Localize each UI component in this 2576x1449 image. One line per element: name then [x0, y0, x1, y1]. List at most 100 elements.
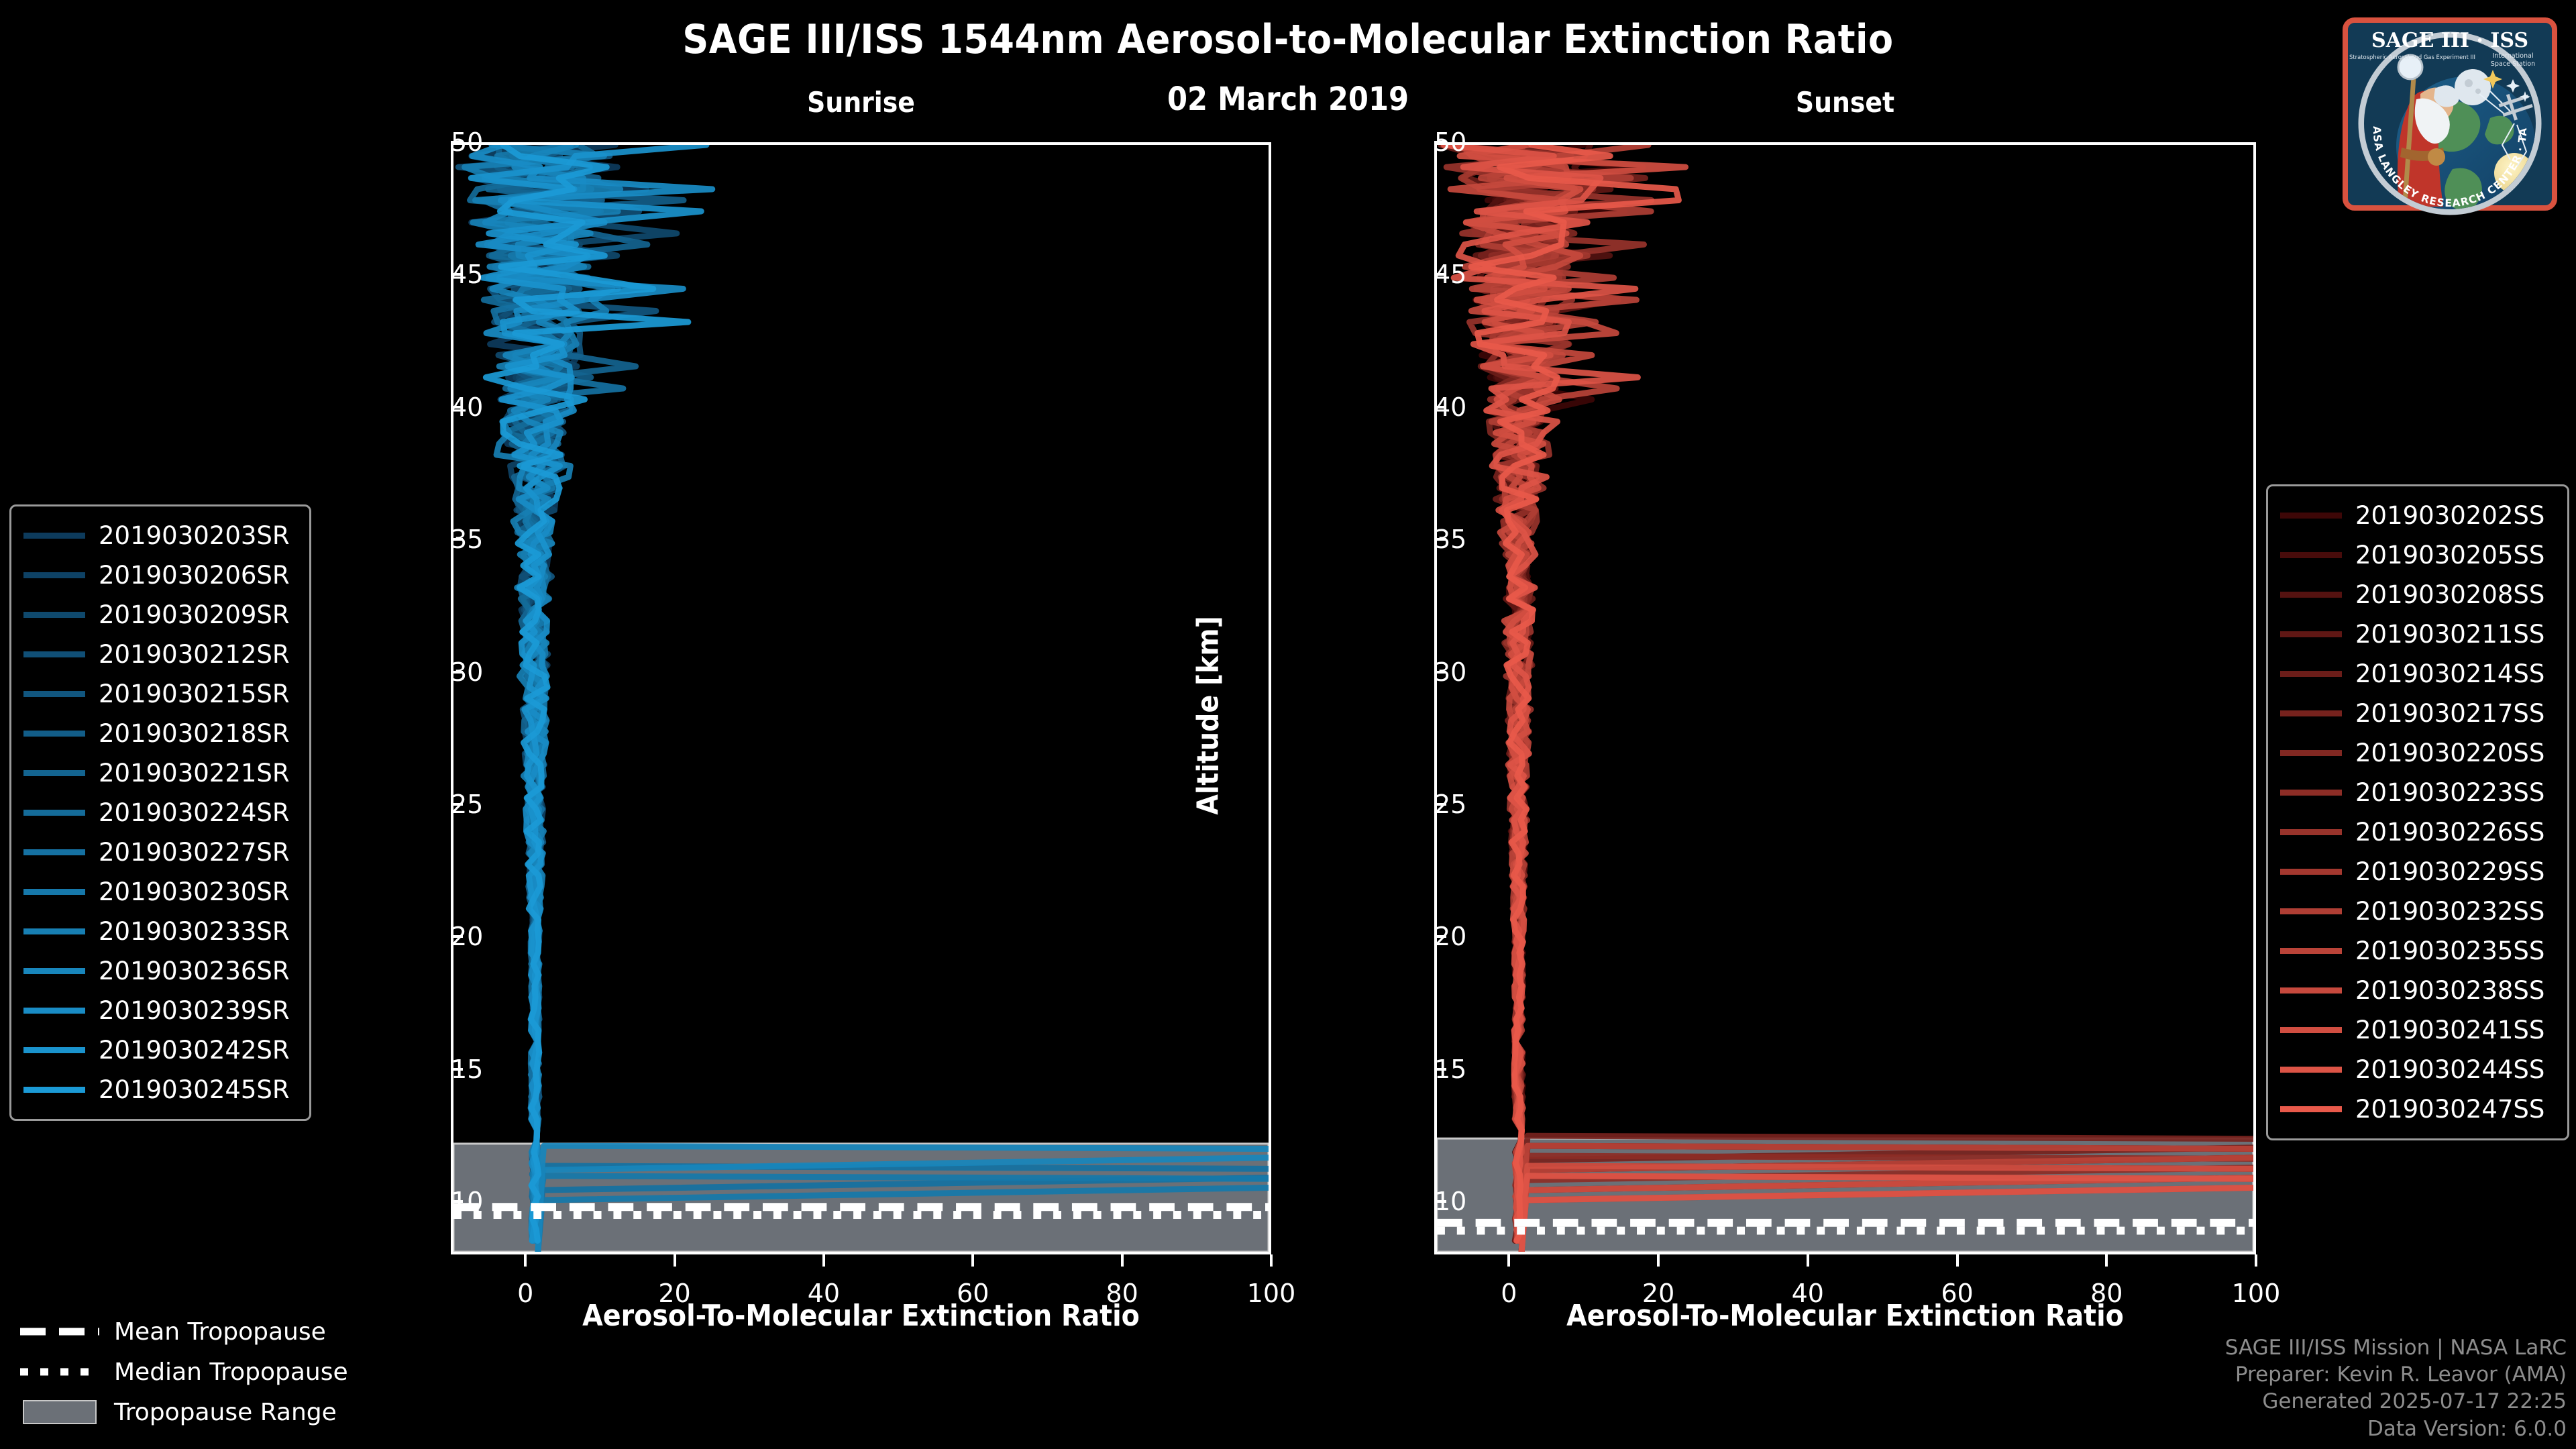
- credit-mission: SAGE III/ISS Mission | NASA LaRC: [2224, 1335, 2567, 1360]
- legend-item[interactable]: 2019030236SR: [23, 951, 297, 991]
- legend-item[interactable]: 2019030241SS: [2280, 1010, 2555, 1050]
- ytick-mark: [451, 1067, 463, 1071]
- legend-item-label: 2019030227SR: [99, 838, 290, 867]
- legend-color-swatch: [2280, 513, 2342, 519]
- legend-color-swatch: [2280, 671, 2342, 677]
- legend-item[interactable]: 2019030220SS: [2280, 733, 2555, 773]
- xtick-label: 60: [957, 1279, 989, 1308]
- legend-color-swatch: [23, 1008, 85, 1014]
- plot-area-sunset: [1437, 145, 2253, 1252]
- ytick-mark: [1434, 141, 1446, 144]
- xtick-label: 0: [1501, 1279, 1517, 1308]
- legend-item[interactable]: 2019030229SS: [2280, 852, 2555, 892]
- profile-line: [1456, 145, 2253, 1252]
- legend-item[interactable]: 2019030202SS: [2280, 496, 2555, 535]
- tropopause-key-mark: [20, 1400, 99, 1424]
- legend-item[interactable]: 2019030212SR: [23, 635, 297, 674]
- legend-item[interactable]: 2019030244SS: [2280, 1050, 2555, 1089]
- legend-item[interactable]: 2019030203SR: [23, 516, 297, 555]
- legend-item-label: 2019030229SS: [2355, 857, 2545, 886]
- ytick-mark: [1434, 670, 1446, 674]
- xtick-mark: [822, 1254, 825, 1267]
- legend-color-swatch: [23, 572, 85, 578]
- legend-item[interactable]: 2019030209SR: [23, 595, 297, 635]
- legend-item-label: 2019030233SR: [99, 917, 290, 946]
- plot-sunset[interactable]: [1434, 142, 2256, 1254]
- legend-item[interactable]: 2019030226SS: [2280, 812, 2555, 852]
- plot-sunrise[interactable]: [451, 142, 1271, 1254]
- ytick-mark: [451, 935, 463, 938]
- legend-item-label: 2019030218SR: [99, 719, 290, 748]
- legend-color-swatch: [23, 1047, 85, 1053]
- legend-item-label: 2019030203SR: [99, 521, 290, 550]
- legend-color-swatch: [23, 731, 85, 737]
- legend-item-label: 2019030230SR: [99, 877, 290, 906]
- xtick-mark: [1657, 1254, 1660, 1267]
- xtick-mark: [1507, 1254, 1511, 1267]
- legend-color-swatch: [23, 691, 85, 697]
- xtick-label: 80: [1106, 1279, 1138, 1308]
- tropopause-key-mark: [20, 1322, 99, 1341]
- mean-tropopause-swatch: [20, 1328, 99, 1336]
- legend-item[interactable]: 2019030239SR: [23, 991, 297, 1030]
- ytick-mark: [1434, 1067, 1446, 1071]
- profile-line: [1468, 145, 1682, 1244]
- legend-item[interactable]: 2019030205SS: [2280, 535, 2555, 575]
- legend-item[interactable]: 2019030245SR: [23, 1070, 297, 1110]
- ytick-mark: [1434, 1200, 1446, 1203]
- ytick-mark: [451, 1200, 463, 1203]
- ylabel-sunset: Altitude [km]: [1191, 616, 1226, 815]
- legend-item-label: 2019030224SR: [99, 798, 290, 827]
- ytick-mark: [451, 802, 463, 806]
- legend-item[interactable]: 2019030238SS: [2280, 971, 2555, 1010]
- legend-color-swatch: [2280, 948, 2342, 954]
- legend-item[interactable]: 2019030235SS: [2280, 931, 2555, 971]
- legend-item[interactable]: 2019030211SS: [2280, 614, 2555, 654]
- legend-item-label: 2019030221SR: [99, 759, 290, 788]
- legend-item[interactable]: 2019030230SR: [23, 872, 297, 912]
- legend-item-label: 2019030209SR: [99, 600, 290, 629]
- legend-item[interactable]: 2019030224SR: [23, 793, 297, 833]
- legend-item-label: 2019030244SS: [2355, 1055, 2545, 1084]
- tropopause-key-item: Mean Tropopause: [20, 1311, 396, 1352]
- figure-date: 02 March 2019: [1167, 80, 1409, 118]
- legend-item[interactable]: 2019030227SR: [23, 833, 297, 872]
- svg-text:International: International: [2492, 52, 2533, 60]
- xtick-mark: [2105, 1254, 2108, 1267]
- xtick-label: 20: [1642, 1279, 1675, 1308]
- legend-item[interactable]: 2019030221SR: [23, 753, 297, 793]
- legend-item[interactable]: 2019030208SS: [2280, 575, 2555, 614]
- legend-item[interactable]: 2019030242SR: [23, 1030, 297, 1070]
- legend-item-label: 2019030245SR: [99, 1075, 290, 1104]
- legend-item-label: 2019030226SS: [2355, 818, 2545, 847]
- legend-color-swatch: [23, 770, 85, 776]
- legend-color-swatch: [2280, 987, 2342, 994]
- legend-item[interactable]: 2019030247SS: [2280, 1089, 2555, 1129]
- xtick-mark: [1806, 1254, 1809, 1267]
- profile-line: [1477, 145, 2253, 1252]
- legend-sunrise[interactable]: 2019030203SR 2019030206SR 2019030209SR 2019…: [9, 504, 311, 1121]
- legend-item[interactable]: 2019030214SS: [2280, 654, 2555, 694]
- legend-color-swatch: [2280, 1027, 2342, 1033]
- legend-item[interactable]: 2019030218SR: [23, 714, 297, 753]
- legend-item-label: 2019030235SS: [2355, 936, 2545, 965]
- legend-item[interactable]: 2019030215SR: [23, 674, 297, 714]
- legend-item[interactable]: 2019030232SS: [2280, 892, 2555, 931]
- profile-canvas-sunset: [1437, 145, 2253, 1252]
- xtick-label: 20: [658, 1279, 691, 1308]
- profile-line: [1469, 145, 2253, 1252]
- ytick-mark: [1434, 538, 1446, 541]
- patch-title: SAGE III · ISS: [2371, 29, 2528, 52]
- legend-item[interactable]: 2019030223SS: [2280, 773, 2555, 812]
- xlabel-sunrise: Aerosol-To-Molecular Extinction Ratio: [582, 1299, 1140, 1333]
- legend-item[interactable]: 2019030217SS: [2280, 694, 2555, 733]
- legend-item[interactable]: 2019030233SR: [23, 912, 297, 951]
- legend-color-swatch: [23, 849, 85, 855]
- legend-item[interactable]: 2019030206SR: [23, 555, 297, 595]
- legend-item-label: 2019030202SS: [2355, 501, 2545, 530]
- legend-color-swatch: [2280, 631, 2342, 637]
- panel-title-sunset: Sunset: [1795, 86, 1895, 119]
- profile-line: [491, 145, 1269, 1252]
- legend-sunset[interactable]: 2019030202SS 2019030205SS 2019030208SS 2019…: [2266, 484, 2569, 1140]
- tropopause-key-mark: [20, 1362, 99, 1381]
